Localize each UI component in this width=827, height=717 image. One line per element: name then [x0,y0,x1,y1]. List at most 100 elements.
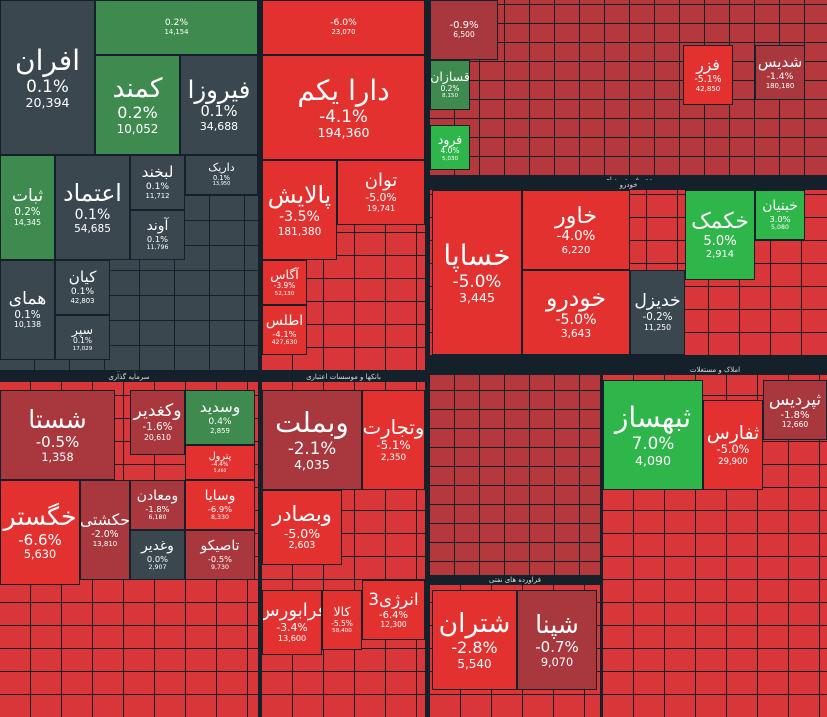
stock-change: 0.4% [208,416,232,428]
stock-volume: 42,803 [70,296,95,305]
stock-change: -5.1% [376,438,411,453]
stock-name: تاصیکو [200,537,240,554]
stock-tile: تاصیکو -0.5% 9,730 [185,530,255,580]
stock-name: پترول [208,451,232,463]
stock-tile: شتران -2.8% 5,540 [432,590,517,690]
stock-change: 0.1% [74,206,111,223]
stock-change: -1.8% [780,409,810,421]
stock-name: کمند [112,72,163,104]
stock-name: کیان [68,268,97,287]
stock-volume: 5,540 [457,656,492,671]
stock-tile: اعتماد 0.1% 54,685 [55,155,130,260]
stock-tile: فزر -5.1% 42,850 [683,45,733,105]
stock-tile: اطلس -4.1% 427,630 [262,305,307,355]
stock-tile: وسدید 0.4% 2,859 [185,390,255,445]
stock-change: -5.0% [365,190,397,204]
stock-change: -1.6% [142,421,173,433]
stock-change: 0.1% [200,103,238,121]
stock-volume: 5,460 [213,468,227,474]
stock-volume: 180,180 [765,81,795,90]
stock-volume: 10,138 [13,320,41,330]
stock-name: خکمک [691,209,749,235]
stock-change: 5.0% [703,234,737,250]
stock-tile: همای 0.1% 10,138 [0,260,55,360]
stock-name: اعتماد [63,178,122,207]
stock-volume: 20,610 [143,432,171,442]
stock-tile: کمند 0.2% 10,052 [95,55,180,155]
stock-tile: ثبات 0.2% 14,345 [0,155,55,260]
stock-name: ومعادن [136,487,179,504]
stock-volume: 8,330 [211,514,229,522]
stock-tile: خدیزل -0.2% 11,250 [630,270,685,355]
stock-volume: 17,029 [72,345,93,352]
stock-change: -0.7% [535,638,579,657]
stock-change: -3.5% [279,209,320,226]
stock-change: 0.1% [213,173,230,182]
stock-change: 0.2% [117,103,158,123]
stock-volume: 11,250 [643,322,671,332]
stock-volume: 4,035 [294,457,330,473]
stock-change: -5.0% [283,525,321,541]
stock-change: 0.1% [72,336,93,346]
stock-tile: خگستر -6.6% 5,630 [0,480,80,585]
stock-name: ثپردیس [768,390,822,410]
stock-name: شستا [28,404,87,434]
stock-tile: خساپا -5.0% 3,445 [432,190,522,355]
stock-tile: ثپردیس -1.8% 12,660 [763,380,827,440]
stock-name: خدیزل [634,291,681,312]
stock-name: همای [8,288,47,309]
stock-tile: پالایش -3.5% 181,380 [262,160,337,260]
stock-name: وسدید [199,398,241,417]
stock-name: خساپا [443,238,511,272]
stock-volume: 34,688 [199,120,239,134]
stock-name: ثبات [11,186,44,207]
stock-change: -5.0% [452,270,502,291]
stock-change: -0.5% [207,553,233,564]
stock-name: فیروزا [187,75,251,105]
sector-label: فراورده های نفتی [430,575,600,585]
stock-change: 0.0% [146,553,169,564]
stock-name: افران [15,43,80,77]
stock-name: وکغدیر [133,401,182,422]
stock-tile: وتجارت -5.1% 2,350 [362,390,425,490]
stock-tile: وغدیر 0.0% 2,907 [130,530,185,580]
sector-label: بانکها و موسسات اعتباری [262,372,425,382]
stock-volume: 6,500 [453,30,475,40]
stock-name: حکشتی [80,510,130,529]
stock-name: شتران [438,607,511,639]
sector-label: سرمایه گذاری [0,372,258,382]
stock-volume: 9,070 [540,655,574,669]
stock-change: -0.5% [35,433,80,452]
stock-change: 4.0% [440,146,460,156]
stock-name: خودرو [545,283,607,312]
stock-volume: 6,180 [148,514,167,522]
stock-name: خبنیان [762,197,798,214]
stock-name: وبصادر [272,501,332,526]
stock-name: ثبهساز [614,401,692,435]
stock-volume: 2,859 [210,426,230,435]
stock-name: کالا [333,604,351,620]
stock-volume: 11,712 [145,191,170,200]
stock-volume: 19,741 [366,203,396,214]
stock-volume: 10,052 [116,121,159,136]
stock-tile: لبخند 0.1% 11,712 [130,155,185,210]
stock-volume: 23,070 [331,27,356,36]
stock-tile: فیروزا 0.1% 34,688 [180,55,258,155]
stock-change: -6.6% [18,530,62,549]
stock-name: ثفارس [706,422,760,444]
stock-tile: شپنا -0.7% 9,070 [517,590,597,690]
stock-change: -5.1% [694,73,722,85]
stock-volume: 427,630 [271,339,298,347]
stock-tile: شستا -0.5% 1,358 [0,390,115,480]
stock-name: پالایش [267,181,332,210]
stock-volume: 1,358 [41,450,74,464]
stock-tile: وبصادر -5.0% 2,603 [262,490,342,565]
stock-change: -4.0% [556,229,596,245]
stock-volume: 12,300 [380,620,407,630]
region [430,375,600,580]
sector-label: املاک و مستغلات [603,365,827,375]
stock-volume: 11,796 [146,244,169,252]
stock-volume: 42,850 [695,84,721,94]
stock-volume: 12,660 [781,420,809,430]
stock-tile: فرابورس-3.4%13,600 [262,590,322,655]
